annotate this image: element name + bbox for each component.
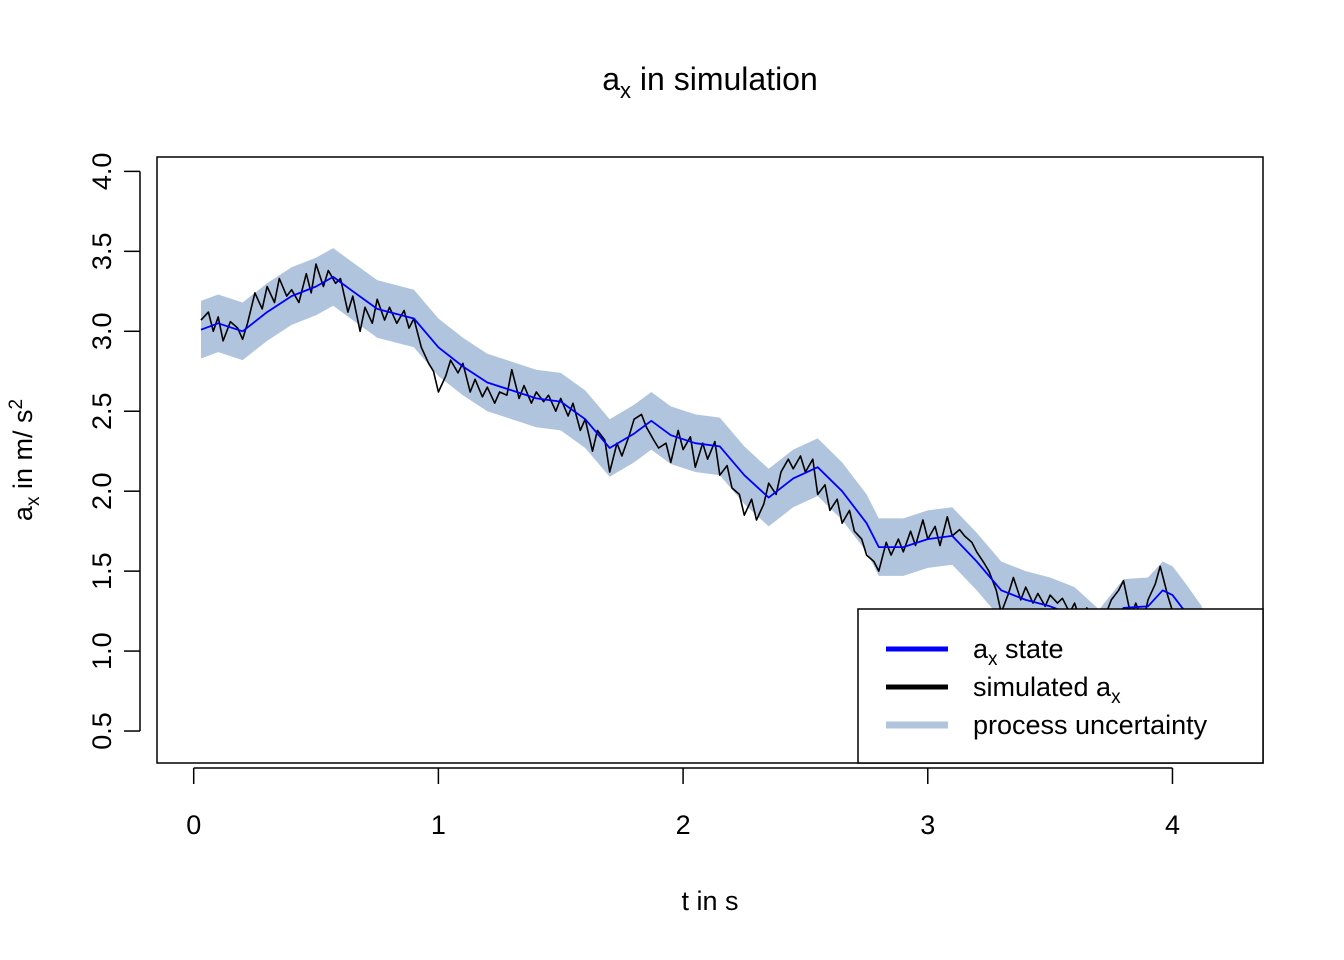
- legend: ax state simulated ax process uncertaint…: [857, 608, 1264, 764]
- x-axis: 0 1 2 3 4: [186, 767, 1180, 840]
- legend-label-simulated: simulated ax: [973, 672, 1121, 708]
- title-symbol: a: [602, 61, 620, 97]
- y-tick-label: 3.5: [87, 233, 117, 271]
- ylabel-mid: in m/ s: [8, 410, 38, 497]
- title-subscript: x: [620, 78, 631, 103]
- x-tick-label: 0: [186, 810, 201, 840]
- legend-item-simulated: simulated ax: [886, 672, 1121, 708]
- y-axis-label: ax in m/ s2: [6, 399, 44, 521]
- simulated-series-line: [200, 263, 1198, 633]
- ylabel-subscript: x: [23, 496, 44, 506]
- legend-item-state: ax state: [886, 634, 1064, 670]
- y-tick-label: 4.0: [87, 153, 117, 191]
- x-tick-label: 3: [920, 810, 935, 840]
- y-tick-label: 2.5: [87, 392, 117, 430]
- legend-label-uncertainty: process uncertainty: [973, 710, 1208, 740]
- y-tick-label: 0.5: [87, 712, 117, 750]
- uncertainty-band: [201, 248, 1202, 668]
- plot-frame: [156, 156, 1264, 764]
- y-tick-label: 1.0: [87, 632, 117, 670]
- y-tick-label: 2.0: [87, 472, 117, 510]
- y-tick-label: 1.5: [87, 552, 117, 590]
- chart-title: ax in simulation: [602, 61, 818, 103]
- ylabel-symbol: a: [8, 505, 38, 521]
- x-tick-label: 2: [676, 810, 691, 840]
- axes-layer: 0 1 2 3 4 0.5 1.0 1.5 2.0 2.5 3.0 3.5 4.0: [87, 153, 1180, 840]
- x-tick-label: 4: [1165, 810, 1180, 840]
- x-tick-label: 1: [431, 810, 446, 840]
- legend-item-uncertainty: process uncertainty: [886, 710, 1208, 740]
- ylabel-superscript: 2: [6, 399, 27, 410]
- title-rest: in simulation: [631, 61, 818, 97]
- y-tick-label: 3.0: [87, 313, 117, 351]
- x-axis-label: t in s: [681, 886, 738, 916]
- y-axis: 0.5 1.0 1.5 2.0 2.5 3.0 3.5 4.0: [87, 153, 141, 750]
- uncertainty-band-layer: [201, 248, 1202, 668]
- legend-label-state: ax state: [973, 634, 1064, 670]
